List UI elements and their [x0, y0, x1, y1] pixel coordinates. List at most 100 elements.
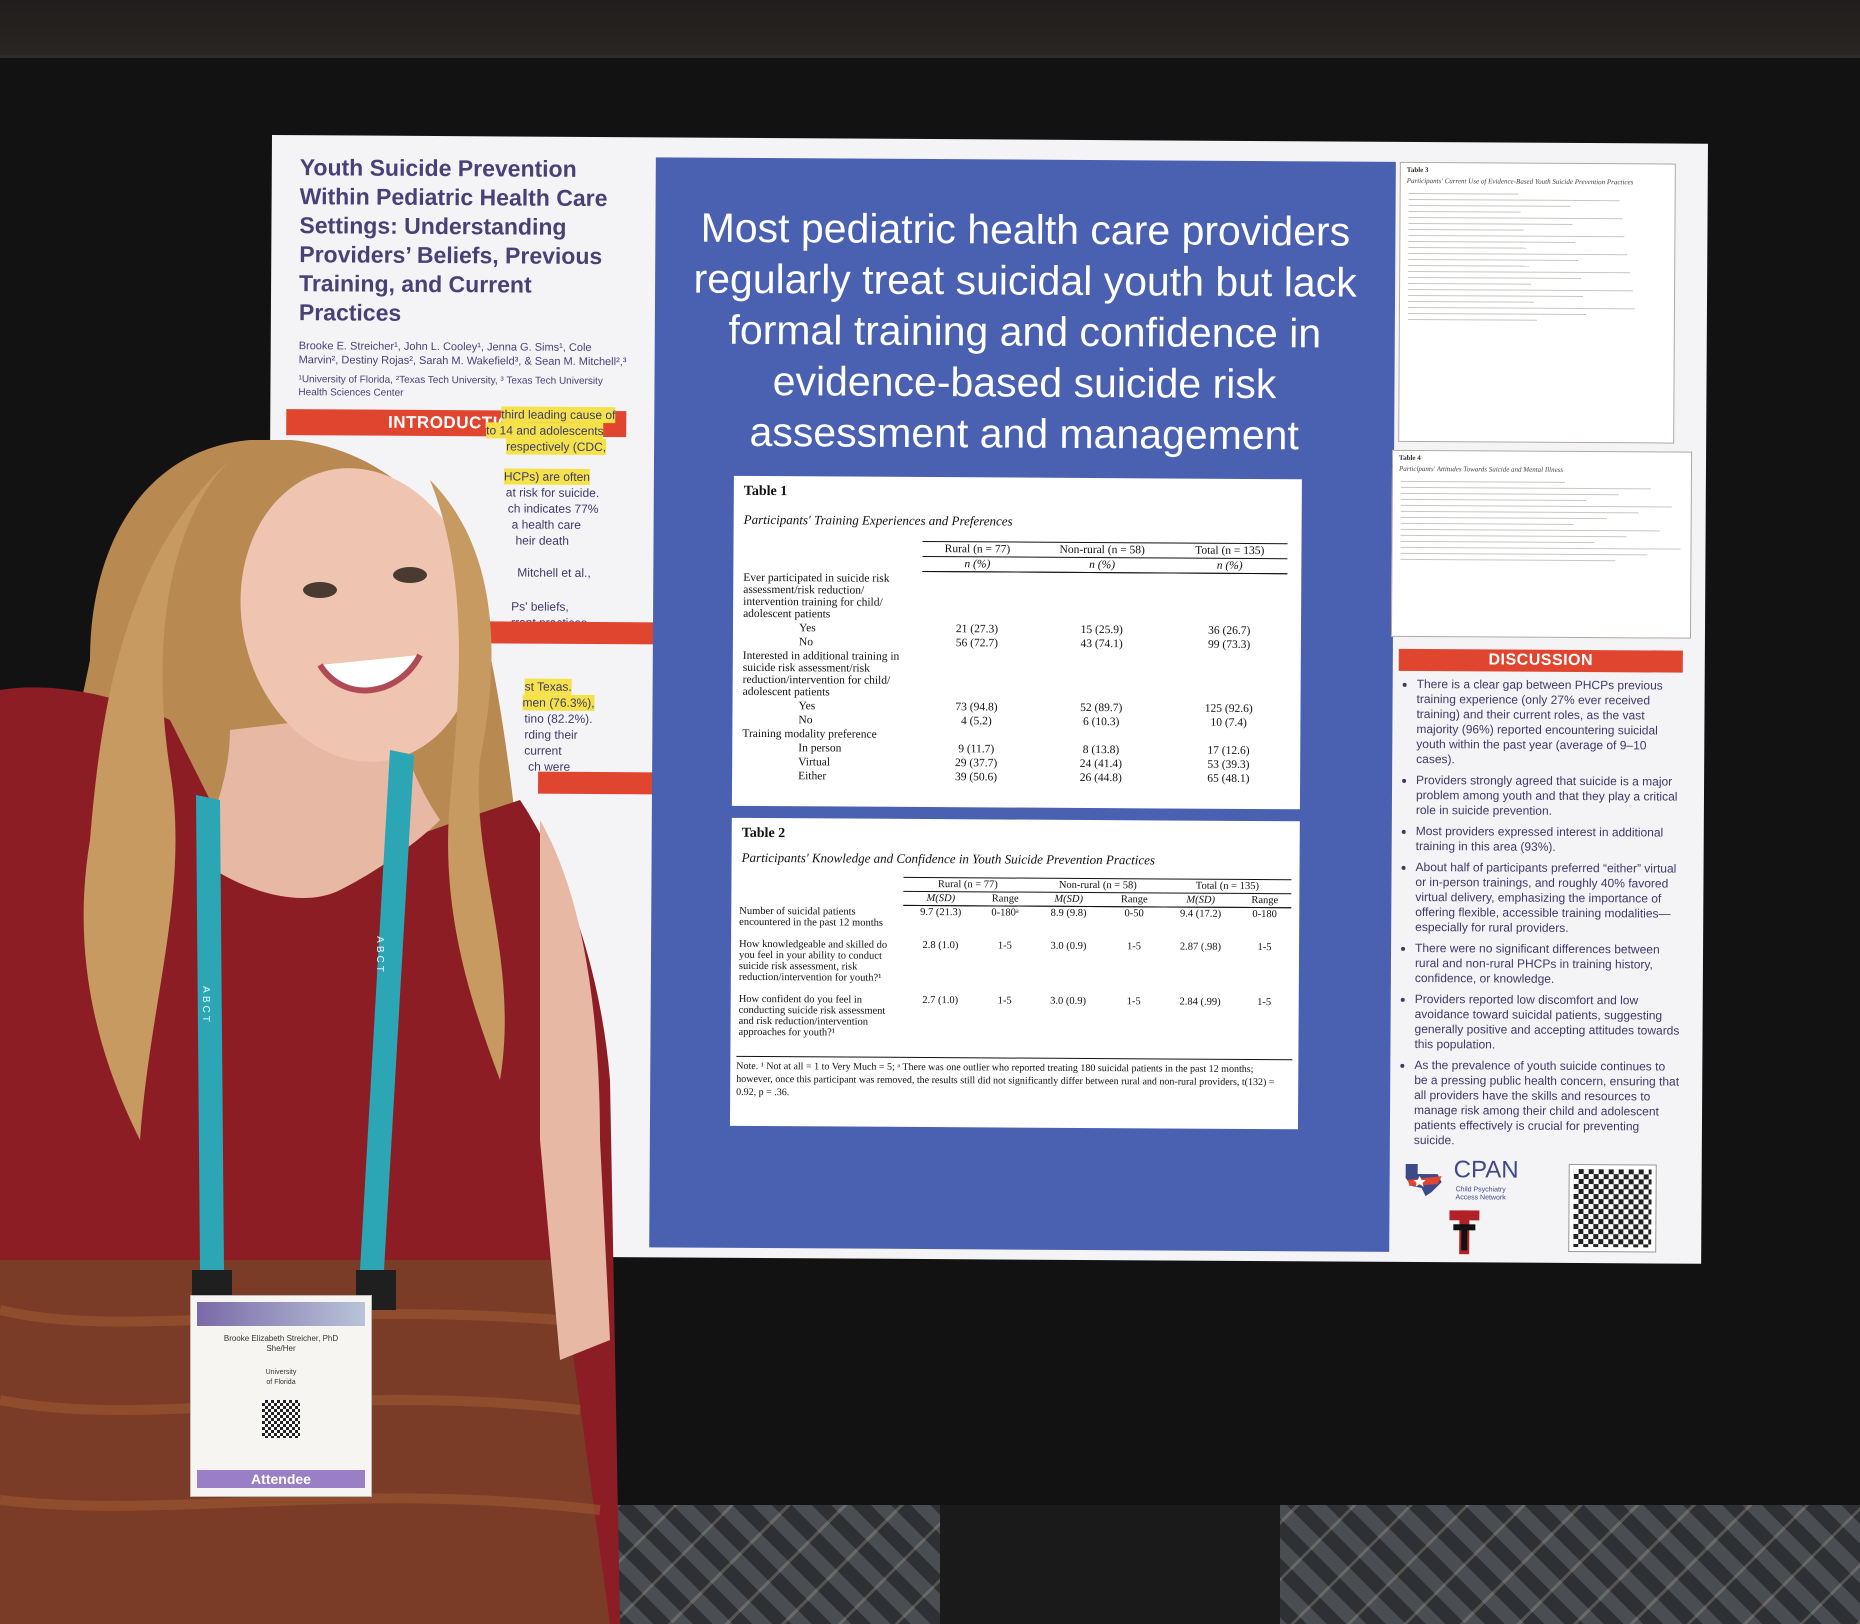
- table-cell: 99 (73.3): [1208, 638, 1251, 651]
- table-cell: 1-5: [1126, 995, 1141, 1007]
- discussion-heading: DISCUSSION: [1398, 648, 1683, 673]
- discussion-point: Most providers expressed interest in add…: [1416, 824, 1682, 856]
- board-stand: [940, 1505, 1280, 1624]
- table-cell: 24 (41.4): [1079, 757, 1123, 770]
- table-row: [1408, 252, 1628, 256]
- table-row: Interested in additional training in sui…: [739, 648, 1287, 701]
- table-cell: 0-180ᵃ: [991, 907, 1019, 919]
- discussion-section: DISCUSSION There is a clear gap between …: [1388, 648, 1691, 1150]
- table-row-label: How knowledgeable and skilled do you fee…: [738, 938, 888, 984]
- table-2-sub-msd: M(SD): [1032, 892, 1106, 907]
- table-row-label: In person: [798, 741, 842, 754]
- poster-affiliations: ¹University of Florida, ²Texas Tech Univ…: [298, 374, 603, 399]
- table-row: [1408, 264, 1529, 267]
- table-cell: 125 (92.6): [1204, 702, 1253, 715]
- table-row-label: Yes: [798, 699, 816, 712]
- badge-org-line-1: University: [265, 1369, 297, 1376]
- texas-map-icon: [1405, 1163, 1442, 1197]
- badge-header: [197, 1302, 365, 1326]
- attendee-badge: Brooke Elizabeth Streicher, PhD She/Her …: [190, 1295, 372, 1497]
- table-row: [1408, 276, 1581, 279]
- table-row: [1400, 528, 1660, 532]
- badge-org-line-2: of Florida: [266, 1379, 296, 1386]
- table-row: How knowledgeable and skilled do you fee…: [735, 937, 1291, 995]
- table-cell: 73 (94.8): [955, 700, 998, 713]
- table-row: [1400, 498, 1586, 502]
- poster-title: Youth Suicide Prevention Within Pediatri…: [298, 154, 608, 326]
- discussion-point: Providers strongly agreed that suicide i…: [1416, 773, 1682, 820]
- table-row: [1408, 258, 1579, 261]
- discussion-point: As the prevalence of youth suicide conti…: [1414, 1058, 1681, 1150]
- discussion-point: Providers reported low discomfort and lo…: [1414, 992, 1680, 1054]
- table-2-sub-msd: M(SD): [903, 891, 979, 906]
- table-cell: 1-5: [1126, 940, 1141, 952]
- table-row: [1408, 210, 1521, 213]
- table-row: [1400, 480, 1565, 483]
- table-row: [1408, 282, 1532, 285]
- table-cell: 2.84 (.99): [1179, 996, 1221, 1008]
- table-cell: 8.9 (9.8): [1050, 907, 1087, 919]
- table-cell: 52 (89.7): [1080, 701, 1123, 714]
- table-row: [1408, 246, 1527, 249]
- cpan-logo-subtitle: Child Psychiatry Access Network: [1455, 1186, 1506, 1202]
- table-row-label: Virtual: [798, 755, 831, 768]
- badge-qr-code: [262, 1400, 300, 1438]
- table-row: [1400, 492, 1619, 496]
- table-2-sub-msd: M(SD): [1163, 892, 1239, 908]
- lanyard-text: ABCT: [199, 986, 211, 1025]
- table-row: [1408, 240, 1576, 243]
- qr-code[interactable]: [1568, 1163, 1657, 1253]
- table-cell: 1-5: [1257, 941, 1272, 953]
- table-row-label: How confident do you feel in conducting …: [738, 993, 886, 1038]
- table-2: Table 2 Participants' Knowledge and Conf…: [729, 817, 1300, 1130]
- table-cell: 8 (13.8): [1082, 743, 1120, 756]
- table-cell: 9 (11.7): [958, 742, 995, 755]
- table-1-subheader: n (%): [1171, 558, 1288, 574]
- table-cell: 1-5: [1257, 996, 1272, 1008]
- discussion-point: There were no significant differences be…: [1415, 941, 1681, 988]
- table-cell: [922, 649, 1032, 700]
- table-2-grid: Rural (n = 77) Non-rural (n = 58) Total …: [734, 876, 1292, 1051]
- table-cell: [1032, 650, 1172, 701]
- table-1-grid: Rural (n = 77) Non-rural (n = 58) Total …: [738, 540, 1288, 786]
- table-cell: 6 (10.3): [1082, 715, 1120, 728]
- table-cell: [1171, 729, 1287, 744]
- table-cell: 53 (39.3): [1207, 758, 1250, 771]
- table-cell: 2.87 (.98): [1179, 941, 1222, 953]
- table-row-label: Interested in additional training in sui…: [742, 649, 900, 698]
- table-1-col-total: Total (n = 135): [1171, 543, 1288, 559]
- table-cell: 1-5: [997, 994, 1012, 1007]
- texas-tech-logo-icon: [1449, 1210, 1480, 1255]
- badge-organization: University of Florida: [191, 1368, 371, 1388]
- discussion-point: About half of participants preferred “ei…: [1415, 860, 1681, 937]
- table-row: Either 39 (50.6) 26 (44.8) 65 (48.1): [738, 768, 1286, 785]
- table-4: Table 4 Participants' Attitudes Towards …: [1390, 449, 1693, 639]
- poster-left-column: Youth Suicide Prevention Within Pediatri…: [286, 153, 628, 438]
- table-cell: 65 (48.1): [1207, 772, 1250, 785]
- table-row: [1400, 540, 1595, 544]
- table-cell: 17 (12.6): [1207, 744, 1250, 757]
- table-2-note: Note. ¹ Not at all = 1 to Very Much = 5;…: [736, 1055, 1293, 1102]
- table-2-label: Table 2: [741, 825, 786, 842]
- table-row: [1408, 228, 1524, 231]
- table-row: How confident do you feel in conducting …: [734, 992, 1290, 1050]
- cpan-logo-text: CPAN: [1453, 1156, 1519, 1184]
- table-1-label: Table 1: [743, 483, 788, 500]
- table-row-label: No: [798, 635, 814, 648]
- badge-name: Brooke Elizabeth Streicher, PhD She/Her: [191, 1334, 371, 1354]
- badge-pronouns: She/Her: [266, 1344, 296, 1353]
- table-cell: 29 (37.7): [955, 756, 998, 769]
- table-1-caption: Participants' Training Experiences and P…: [743, 511, 1013, 529]
- table-1-col-rural: Rural (n = 77): [922, 541, 1033, 558]
- intro-text-fragment: to 14 and adolescents: [486, 422, 604, 440]
- table-1: Table 1 Participants' Training Experienc…: [731, 475, 1302, 810]
- table-cell: 3.0 (0.9): [1050, 995, 1087, 1007]
- table-row: [1400, 504, 1672, 508]
- table-2-col-nonrural: Non-rural (n = 58): [1032, 878, 1164, 893]
- table-1-subheader: n (%): [1032, 557, 1172, 574]
- table-row: [1400, 516, 1607, 520]
- table-cell: 21 (27.3): [955, 622, 999, 635]
- table-cell: 36 (26.7): [1208, 624, 1251, 637]
- table-row: [1408, 288, 1633, 292]
- table-2-sub-range: Range: [1105, 892, 1164, 907]
